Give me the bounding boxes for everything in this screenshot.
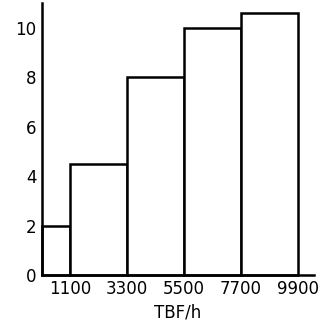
FancyBboxPatch shape <box>42 226 70 275</box>
FancyBboxPatch shape <box>70 164 127 275</box>
FancyBboxPatch shape <box>127 77 184 275</box>
FancyBboxPatch shape <box>241 13 298 275</box>
FancyBboxPatch shape <box>184 28 241 275</box>
X-axis label: TBF/h: TBF/h <box>154 304 201 320</box>
